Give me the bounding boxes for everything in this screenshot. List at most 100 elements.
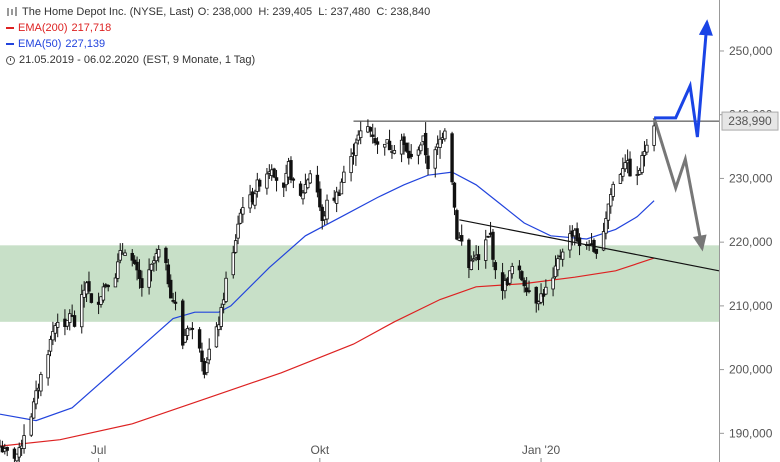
candle-body xyxy=(289,160,293,181)
candle-body xyxy=(450,133,454,183)
candle-body xyxy=(452,182,457,208)
scenario-down-arrow-path xyxy=(652,117,704,249)
candle-body xyxy=(207,348,211,361)
candle-body xyxy=(152,260,156,264)
candle-body xyxy=(635,174,639,176)
y-tick-label: 190,000 xyxy=(729,426,773,440)
legend-title-row: The Home Depot Inc. (NYSE, Last) O: 238,… xyxy=(6,4,434,20)
candle-body xyxy=(171,300,175,302)
candle-body xyxy=(399,139,404,155)
candle-body xyxy=(315,174,320,193)
candle-body xyxy=(306,179,310,189)
candle-body xyxy=(472,258,476,261)
candle-body xyxy=(318,188,322,208)
scenario-up-arrow-head xyxy=(698,19,713,36)
candle-body xyxy=(87,281,91,292)
candle-body xyxy=(604,218,608,234)
candle-body xyxy=(553,265,558,278)
candle-body xyxy=(157,249,161,258)
candle-body xyxy=(272,168,276,178)
candle-body xyxy=(5,446,9,451)
candle-body xyxy=(200,350,204,363)
candle-body xyxy=(438,138,442,148)
candle-body xyxy=(522,280,526,287)
candle-body xyxy=(135,261,139,271)
candle-body xyxy=(241,207,245,215)
candle-body xyxy=(140,278,144,289)
candle-body xyxy=(520,271,524,281)
candle-body xyxy=(238,212,243,224)
candle-body xyxy=(402,136,406,145)
candle-body xyxy=(291,178,296,181)
x-tick-label: Jan '20 xyxy=(522,443,561,457)
legend-ema200: EMA(200) 217,718 xyxy=(6,20,434,36)
candle-body xyxy=(12,448,17,459)
candle-body xyxy=(51,331,55,341)
ema200-swatch xyxy=(6,27,14,29)
candle-body xyxy=(339,181,344,195)
candle-body xyxy=(224,277,228,302)
candle-body xyxy=(166,264,171,285)
candle-body xyxy=(539,293,543,303)
ema50-value: 227,139 xyxy=(65,38,106,50)
candle-body xyxy=(46,354,50,379)
candle-body xyxy=(56,321,60,328)
candle-body xyxy=(214,326,219,348)
candle-body xyxy=(233,240,238,253)
candle-body xyxy=(130,252,134,261)
y-tick-label: 220,000 xyxy=(729,235,773,249)
candle-body xyxy=(274,177,279,181)
candle-body xyxy=(253,193,257,206)
candle-body xyxy=(544,286,548,295)
candle-body xyxy=(416,149,421,156)
candle-body xyxy=(183,334,187,343)
candle-body xyxy=(409,153,413,157)
candle-body xyxy=(601,231,606,251)
candle-body xyxy=(190,328,195,330)
candle-body xyxy=(560,251,565,260)
scenario-up-arrow-path xyxy=(654,22,709,138)
candle-body xyxy=(89,293,94,303)
candle-body xyxy=(231,252,235,276)
candle-body xyxy=(298,183,303,196)
ema200-value: 217,718 xyxy=(71,22,112,34)
x-tick-label: Jul xyxy=(91,443,106,457)
candle-body xyxy=(541,293,546,297)
ema200-line xyxy=(0,257,655,447)
candle-body xyxy=(308,173,312,184)
candle-body xyxy=(517,265,522,271)
candle-body xyxy=(39,374,43,392)
candle-body xyxy=(265,173,269,189)
candle-body xyxy=(137,269,142,279)
candle-body xyxy=(383,143,387,148)
period-range: 21.05.2019 - 06.02.2020 xyxy=(19,54,139,66)
candle-body xyxy=(219,307,223,327)
candle-body xyxy=(536,301,541,305)
candle-body xyxy=(354,142,358,156)
candle-body xyxy=(101,286,106,301)
legend-ema50: EMA(50) 227,139 xyxy=(6,36,434,52)
candle-body xyxy=(423,132,428,156)
candle-body xyxy=(123,252,127,256)
candle-body xyxy=(22,435,26,449)
candle-body xyxy=(197,329,202,349)
candle-body xyxy=(486,235,490,238)
legend-period: 21.05.2019 - 06.02.2020 (EST, 9 Monate, … xyxy=(6,52,434,68)
trendline xyxy=(459,219,720,272)
candle-body xyxy=(301,192,305,200)
candle-body xyxy=(652,125,656,146)
scenario-down-arrow-head xyxy=(692,234,707,252)
candle-body xyxy=(80,294,84,328)
candle-body xyxy=(371,134,375,137)
candle-body xyxy=(149,263,154,271)
candle-body xyxy=(116,261,120,279)
candle-body xyxy=(642,151,647,156)
candle-body xyxy=(221,299,226,305)
candle-body xyxy=(611,183,615,197)
candle-body xyxy=(455,210,459,240)
candle-body xyxy=(31,401,36,419)
candle-body xyxy=(623,162,627,170)
candle-body xyxy=(594,248,599,254)
candle-body xyxy=(258,179,262,187)
